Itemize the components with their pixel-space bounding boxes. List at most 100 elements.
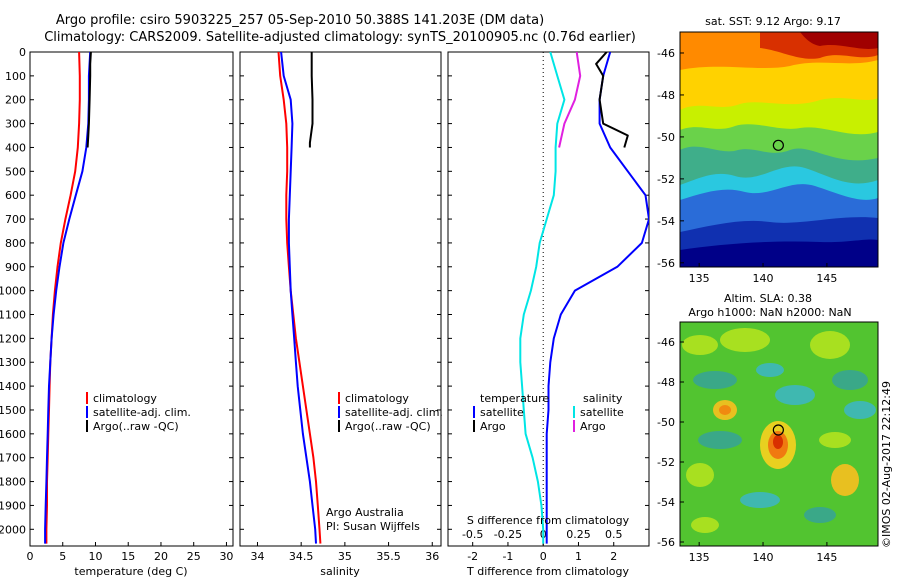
salinity-legend: climatology satellite-adj. clim. Argo(..…	[338, 392, 443, 433]
y-tick-label: 1100	[0, 309, 26, 322]
x-tick-label: 30	[219, 550, 233, 563]
figure-title-line2: Climatology: CARS2009. Satellite-adjuste…	[44, 30, 636, 45]
difference-plot-frame	[447, 51, 650, 547]
temperature-plot-frame	[29, 51, 234, 547]
salinity-series-satellite	[280, 52, 317, 544]
y-tick-label: 1200	[0, 332, 26, 345]
x-tick-label: 1	[575, 550, 582, 563]
difference-top-ticks: -0.5 -0.25 0 0.25 0.5	[462, 528, 623, 541]
top-tick-label: 0.25	[566, 528, 591, 541]
lat-tick-label: -46	[657, 47, 675, 60]
credit-line-2: PI: Susan Wijffels	[326, 520, 420, 533]
sla-map: Altim. SLA: 0.38 Argo h1000: NaN h2000: …	[657, 292, 879, 564]
credit-line-1: Argo Australia	[326, 506, 404, 519]
top-tick-label: -0.25	[494, 528, 522, 541]
lat-tick-label: -52	[657, 173, 675, 186]
lat-tick-label: -48	[657, 376, 675, 389]
lon-tick-label: 135	[689, 551, 710, 564]
salinity-series-argo	[308, 52, 314, 148]
difference-y-ticks	[448, 51, 649, 530]
lon-tick-label: 140	[753, 551, 774, 564]
temperature-y-ticks: 0 100 200 300 400 500 600 700 800 900 1000 1100 1200…	[0, 46, 233, 536]
sst-map-lat-ticks: -46 -48 -50 -52 -54 -56	[657, 47, 684, 270]
x-tick-label: 2	[610, 550, 617, 563]
lat-tick-label: -48	[657, 89, 675, 102]
difference-panel: -2 -1 0 1 2 -0.5 -0.25 0 0.25 0.5 T difference f…	[447, 51, 650, 578]
y-tick-label: 200	[5, 94, 26, 107]
top-tick-label: -0.5	[462, 528, 483, 541]
salinity-panel: 34 34.5 35 35.5 36 salinity climatology sate…	[239, 51, 443, 578]
legend-temp-satellite-label: satellite	[480, 406, 524, 419]
x-tick-label: 20	[154, 550, 168, 563]
legend-climatology-label: climatology	[345, 392, 409, 405]
x-tick-label: 36	[425, 550, 439, 563]
lat-tick-label: -46	[657, 336, 675, 349]
legend-temperature-title: temperature	[480, 392, 549, 405]
lon-tick-label: 145	[816, 272, 837, 285]
y-tick-label: 1700	[0, 452, 26, 465]
x-tick-label: 15	[121, 550, 135, 563]
temperature-series-argo	[86, 52, 92, 148]
salinity-axis-label: salinity	[320, 565, 360, 578]
top-tick-label: 0.5	[605, 528, 623, 541]
legend-satellite-label: satellite-adj. clim.	[345, 406, 443, 419]
y-tick-label: 900	[5, 261, 26, 274]
x-tick-label: 10	[88, 550, 102, 563]
sst-map: sat. SST: 9.12 Argo: 9.17 -46 -48 -50 -52 -5…	[657, 15, 879, 285]
lat-tick-label: -56	[657, 536, 675, 549]
difference-sal-satellite	[519, 52, 566, 544]
y-tick-label: 1000	[0, 285, 26, 298]
legend-climatology-label: climatology	[93, 392, 157, 405]
difference-axis-label: T difference from climatology	[466, 565, 629, 578]
y-tick-label: 1300	[0, 356, 26, 369]
y-tick-label: 2000	[0, 523, 26, 536]
y-tick-label: 100	[5, 70, 26, 83]
y-tick-label: 300	[5, 118, 26, 131]
legend-argo-label: Argo(..raw -QC)	[345, 420, 431, 433]
salinity-y-ticks	[240, 51, 441, 530]
x-tick-label: 34.5	[289, 550, 314, 563]
x-tick-label: 25	[187, 550, 201, 563]
y-tick-label: 700	[5, 213, 26, 226]
y-tick-label: 0	[19, 46, 26, 59]
legend-satellite-label: satellite-adj. clim.	[93, 406, 191, 419]
legend-salinity-title: salinity	[583, 392, 623, 405]
y-tick-label: 800	[5, 237, 26, 250]
sla-map-title-line1: Altim. SLA: 0.38	[724, 292, 812, 305]
lat-tick-label: -50	[657, 131, 675, 144]
sla-map-frame	[679, 321, 879, 547]
y-tick-label: 600	[5, 189, 26, 202]
x-tick-label: 35.5	[376, 550, 401, 563]
salinity-x-ticks: 34 34.5 35 35.5 36	[250, 542, 439, 563]
legend-sal-satellite-label: satellite	[580, 406, 624, 419]
x-tick-label: -1	[502, 550, 513, 563]
y-tick-label: 1600	[0, 428, 26, 441]
lat-tick-label: -50	[657, 416, 675, 429]
temperature-x-ticks: 0 5 10 15 20 25 30	[27, 542, 233, 563]
x-tick-label: 5	[59, 550, 66, 563]
lon-tick-label: 145	[816, 551, 837, 564]
x-tick-label: 0	[540, 550, 547, 563]
difference-temp-satellite	[545, 52, 649, 544]
lon-tick-label: 140	[753, 272, 774, 285]
temperature-axis-label: temperature (deg C)	[74, 565, 187, 578]
y-tick-label: 1400	[0, 380, 26, 393]
difference-sal-argo	[558, 52, 582, 148]
sst-map-field	[680, 32, 878, 267]
sst-float-marker	[772, 139, 784, 151]
sst-map-frame	[679, 31, 879, 268]
figure-title-line1: Argo profile: csiro 5903225_257 05-Sep-2…	[56, 13, 544, 28]
y-tick-label: 1800	[0, 476, 26, 489]
sla-map-lat-ticks: -46 -48 -50 -52 -54 -56	[657, 336, 684, 549]
difference-legend: temperature salinity satellite Argo sate…	[473, 392, 624, 433]
sla-map-lon-ticks: 135 140 145	[689, 542, 837, 564]
lat-tick-label: -56	[657, 257, 675, 270]
sst-map-title: sat. SST: 9.12 Argo: 9.17	[705, 15, 841, 28]
x-tick-label: 0	[27, 550, 34, 563]
y-tick-label: 400	[5, 141, 26, 154]
x-tick-label: 35	[338, 550, 352, 563]
temperature-panel: 0100200300400500600700800900100011001200…	[0, 46, 234, 578]
lat-tick-label: -52	[657, 456, 675, 469]
x-tick-label: 34	[250, 550, 264, 563]
